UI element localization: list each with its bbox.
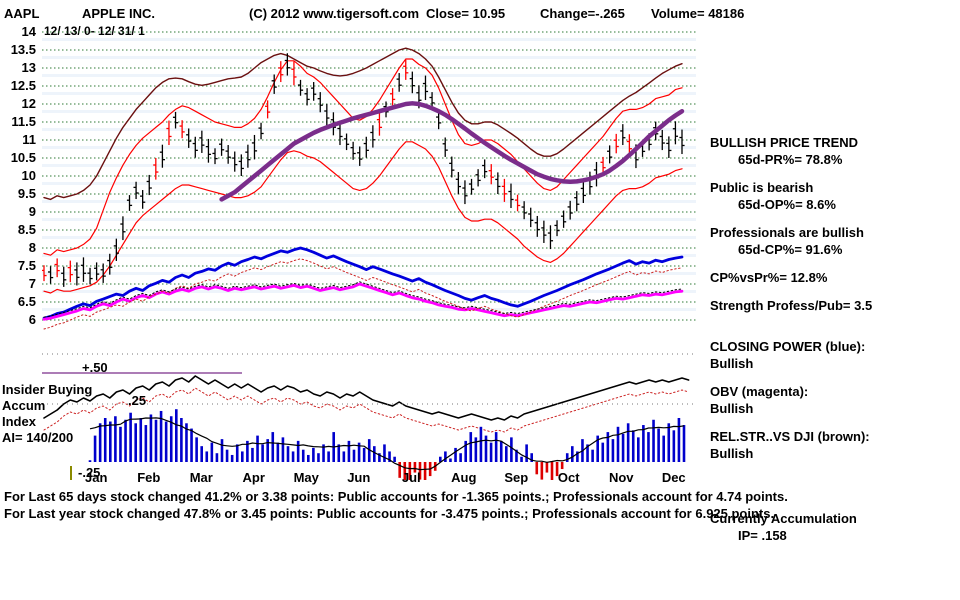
chart-svg [42, 31, 696, 480]
x-axis-month: May [293, 470, 319, 485]
y-axis-tick: 14 [21, 24, 36, 39]
x-axis-month: Feb [137, 470, 161, 485]
price-trend-value: 65d-PR%= 78.8% [738, 152, 843, 167]
y-axis-tick: 10 [21, 168, 36, 183]
x-axis-month: Mar [189, 470, 213, 485]
level-plus-quarter-label: .25 [128, 393, 147, 408]
y-axis-tick: 13 [21, 60, 36, 75]
closing-power-label: CLOSING POWER (blue): [710, 339, 866, 354]
x-axis-month: Oct [557, 470, 580, 485]
close-price: Close= 10.95 [426, 6, 506, 21]
obv-label: OBV (magenta): [710, 384, 809, 399]
date-range: 12/ 13/ 0- 12/ 31/ 1 [44, 24, 145, 38]
y-axis-tick: 8.5 [17, 222, 36, 237]
footer-line-year: For Last year stock changed 47.8% or 3.4… [4, 506, 775, 521]
public-sentiment: Public is bearish [710, 180, 814, 195]
ticker-symbol: AAPL [4, 6, 40, 21]
accumulation-status: Currently Accumulation [710, 511, 857, 526]
y-axis-tick: 7 [28, 276, 36, 291]
x-axis-month: Nov [608, 470, 634, 485]
strength-ratio-value: Strength Profess/Pub= 3.5 [710, 298, 873, 313]
y-axis-tick: 12 [21, 96, 36, 111]
y-axis-tick: 6 [28, 312, 36, 327]
ip-value: IP= .158 [738, 528, 787, 543]
price-trend-headline: BULLISH PRICE TREND [710, 135, 859, 150]
x-axis-month: Dec [661, 470, 686, 485]
y-axis-tick: 6.5 [17, 294, 36, 309]
copyright-notice: (C) 2012 www.tigersoft.com [249, 6, 419, 21]
x-axis-month: Jan [85, 470, 108, 485]
price-change: Change=-.265 [540, 6, 625, 21]
level-minus-quarter-label: -.25 [78, 465, 101, 480]
professional-value: 65d-CP%= 91.6% [738, 242, 843, 257]
y-axis-tick: 8 [28, 240, 36, 255]
y-axis-tick: 10.5 [10, 150, 36, 165]
x-axis-month: Jun [347, 470, 371, 485]
public-value: 65d-OP%= 8.6% [738, 197, 836, 212]
y-axis-tick: 13.5 [10, 42, 36, 57]
accum-label: Accum [2, 398, 46, 413]
analysis-panel: BULLISH PRICE TREND 65d-PR%= 78.8% Publi… [710, 134, 958, 544]
y-axis-tick: 9.5 [17, 186, 36, 201]
x-axis-month: Aug [451, 470, 477, 485]
y-axis-tick: 7.5 [17, 258, 36, 273]
y-axis-tick: 12.5 [10, 78, 36, 93]
relstr-value: Bullish [710, 446, 754, 461]
chart-plot-area[interactable] [42, 28, 696, 480]
insider-buying-label: Insider Buying [2, 382, 93, 397]
y-axis-tick: 9 [28, 204, 36, 219]
obv-value: Bullish [710, 401, 754, 416]
volume: Volume= 48186 [651, 6, 745, 21]
relstr-label: REL.STR..VS DJI (brown): [710, 429, 870, 444]
y-axis: 14 13.5 13 12.5 12 11.5 11 10.5 10 9.5 9 8.5 8 7.5 7 6.… [0, 0, 36, 330]
cp-vs-pr-value: CP%vsPr%= 12.8% [710, 270, 828, 285]
x-axis-month: Jul [401, 470, 421, 485]
ai-value-label: AI= 140/200 [2, 430, 74, 445]
x-axis-month: Apr [242, 470, 265, 485]
footer-line-65days: For Last 65 days stock changed 41.2% or … [4, 489, 788, 504]
index-label: Index [2, 414, 36, 429]
closing-power-value: Bullish [710, 356, 754, 371]
level-plus-fifty-label: +.50 [82, 360, 108, 375]
y-axis-tick: 11.5 [11, 114, 36, 129]
company-name: APPLE INC. [82, 6, 155, 21]
professional-sentiment: Professionals are bullish [710, 225, 864, 240]
y-axis-tick: 11 [22, 132, 36, 147]
x-axis-month: Sep [504, 470, 529, 485]
